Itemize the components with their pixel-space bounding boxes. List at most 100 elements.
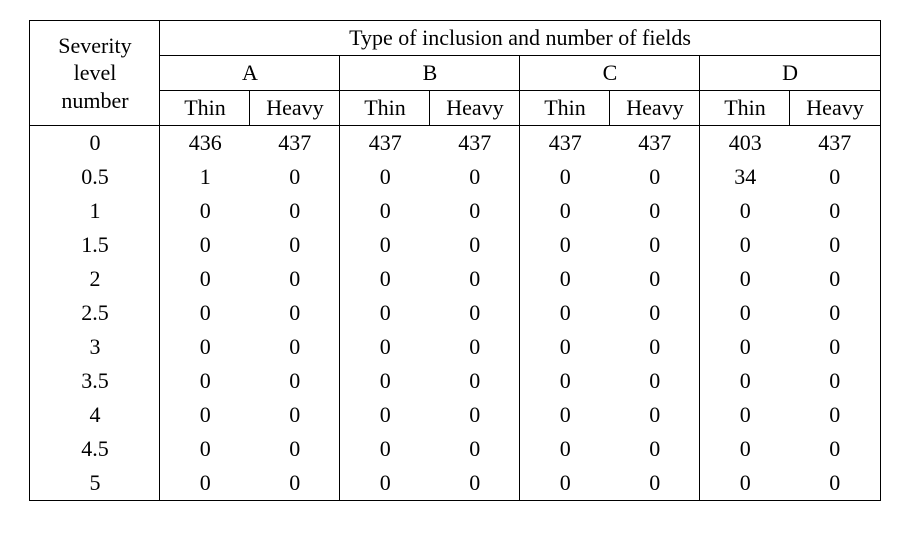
cell-value: 0 (520, 466, 610, 501)
cell-value: 0 (340, 296, 430, 330)
cell-value: 437 (790, 126, 880, 161)
cell-value: 0 (700, 330, 790, 364)
group-header-c: C (520, 56, 700, 91)
sub-header-a-heavy: Heavy (250, 91, 340, 126)
cell-value: 0 (160, 262, 250, 296)
cell-value: 0 (340, 364, 430, 398)
group-header-b: B (340, 56, 520, 91)
table-header: Severity level number Type of inclusion … (30, 21, 880, 126)
cell-severity: 5 (30, 466, 160, 501)
cell-value: 0 (610, 228, 700, 262)
cell-value: 0 (430, 262, 520, 296)
cell-value: 0 (430, 160, 520, 194)
table-row: 200000000 (30, 262, 880, 296)
table-row: 500000000 (30, 466, 880, 501)
cell-value: 0 (520, 296, 610, 330)
cell-value: 0 (340, 262, 430, 296)
cell-value: 0 (610, 432, 700, 466)
table-row: 1.500000000 (30, 228, 880, 262)
cell-severity: 1.5 (30, 228, 160, 262)
cell-value: 436 (160, 126, 250, 161)
cell-severity: 2.5 (30, 296, 160, 330)
cell-value: 0 (700, 364, 790, 398)
cell-severity: 1 (30, 194, 160, 228)
cell-value: 0 (250, 432, 340, 466)
cell-value: 0 (790, 228, 880, 262)
cell-value: 0 (520, 194, 610, 228)
cell-value: 0 (340, 194, 430, 228)
group-header-d: D (700, 56, 880, 91)
cell-value: 0 (700, 296, 790, 330)
group-header-a: A (160, 56, 340, 91)
cell-value: 0 (610, 194, 700, 228)
cell-value: 0 (430, 466, 520, 501)
table-row: 300000000 (30, 330, 880, 364)
cell-value: 0 (250, 262, 340, 296)
cell-severity: 4.5 (30, 432, 160, 466)
cell-value: 0 (250, 194, 340, 228)
cell-value: 0 (160, 296, 250, 330)
inclusion-fields-table: Severity level number Type of inclusion … (29, 20, 880, 501)
cell-value: 0 (520, 160, 610, 194)
cell-value: 0 (790, 432, 880, 466)
cell-value: 0 (520, 398, 610, 432)
cell-value: 0 (430, 432, 520, 466)
cell-value: 0 (610, 160, 700, 194)
cell-value: 0 (160, 432, 250, 466)
cell-value: 0 (250, 330, 340, 364)
cell-value: 0 (700, 262, 790, 296)
cell-value: 0 (790, 194, 880, 228)
sub-header-a-thin: Thin (160, 91, 250, 126)
table-row: 100000000 (30, 194, 880, 228)
cell-severity: 0.5 (30, 160, 160, 194)
cell-value: 0 (520, 228, 610, 262)
cell-value: 0 (340, 330, 430, 364)
cell-value: 0 (610, 364, 700, 398)
cell-value: 0 (250, 228, 340, 262)
cell-value: 0 (160, 398, 250, 432)
cell-value: 0 (700, 466, 790, 501)
cell-value: 0 (790, 330, 880, 364)
cell-value: 0 (610, 330, 700, 364)
table-row: 0436437437437437437403437 (30, 126, 880, 161)
table-row: 400000000 (30, 398, 880, 432)
cell-value: 0 (250, 466, 340, 501)
cell-severity: 2 (30, 262, 160, 296)
cell-value: 0 (250, 160, 340, 194)
cell-value: 0 (430, 228, 520, 262)
cell-severity: 0 (30, 126, 160, 161)
cell-value: 0 (790, 466, 880, 501)
severity-l2: level (74, 60, 117, 85)
cell-value: 437 (250, 126, 340, 161)
cell-value: 0 (160, 194, 250, 228)
cell-value: 0 (790, 262, 880, 296)
cell-value: 0 (610, 262, 700, 296)
cell-value: 0 (160, 466, 250, 501)
cell-value: 0 (340, 160, 430, 194)
cell-value: 0 (340, 398, 430, 432)
cell-value: 34 (700, 160, 790, 194)
cell-value: 0 (340, 228, 430, 262)
cell-value: 0 (430, 194, 520, 228)
sub-header-c-heavy: Heavy (610, 91, 700, 126)
cell-value: 437 (610, 126, 700, 161)
cell-value: 0 (160, 364, 250, 398)
cell-value: 0 (700, 398, 790, 432)
cell-value: 0 (430, 330, 520, 364)
table-row: 0.5100000340 (30, 160, 880, 194)
cell-value: 0 (610, 466, 700, 501)
cell-value: 0 (520, 432, 610, 466)
sub-header-d-thin: Thin (700, 91, 790, 126)
table-row: 3.500000000 (30, 364, 880, 398)
cell-value: 403 (700, 126, 790, 161)
cell-value: 0 (700, 194, 790, 228)
cell-value: 0 (430, 296, 520, 330)
cell-value: 0 (700, 432, 790, 466)
cell-severity: 4 (30, 398, 160, 432)
cell-value: 437 (340, 126, 430, 161)
cell-value: 0 (340, 466, 430, 501)
cell-value: 0 (610, 296, 700, 330)
cell-value: 0 (430, 398, 520, 432)
cell-value: 0 (790, 364, 880, 398)
cell-severity: 3 (30, 330, 160, 364)
